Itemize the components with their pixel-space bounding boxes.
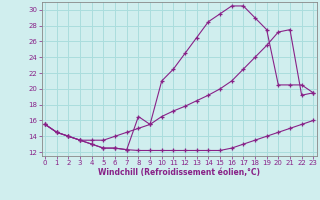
X-axis label: Windchill (Refroidissement éolien,°C): Windchill (Refroidissement éolien,°C) [98, 168, 260, 177]
